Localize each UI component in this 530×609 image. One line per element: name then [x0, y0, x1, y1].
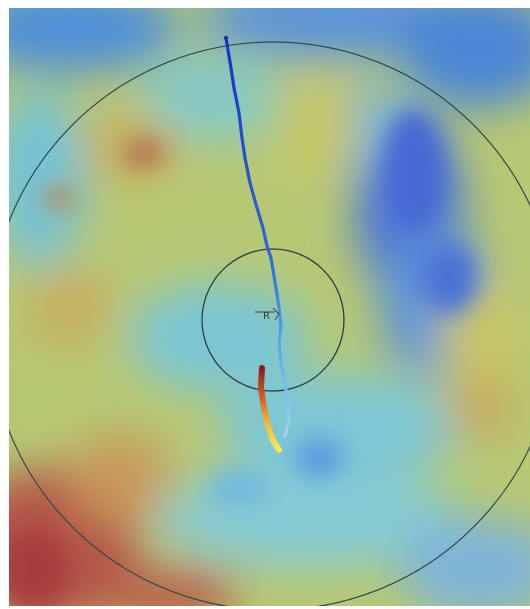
heatmap-canvas: R	[9, 8, 530, 606]
center-marker: R	[255, 307, 280, 322]
heatmap-field	[9, 8, 530, 606]
outer-ring	[9, 41, 530, 606]
center-marker-icon	[272, 307, 280, 321]
track-start-marker	[223, 35, 229, 41]
heatmap-scene: R	[9, 8, 530, 606]
center-marker-text: R	[263, 311, 270, 322]
track-tail	[258, 365, 282, 453]
inner-ring	[201, 248, 345, 392]
track-line	[224, 36, 291, 438]
trajectory	[223, 35, 291, 453]
